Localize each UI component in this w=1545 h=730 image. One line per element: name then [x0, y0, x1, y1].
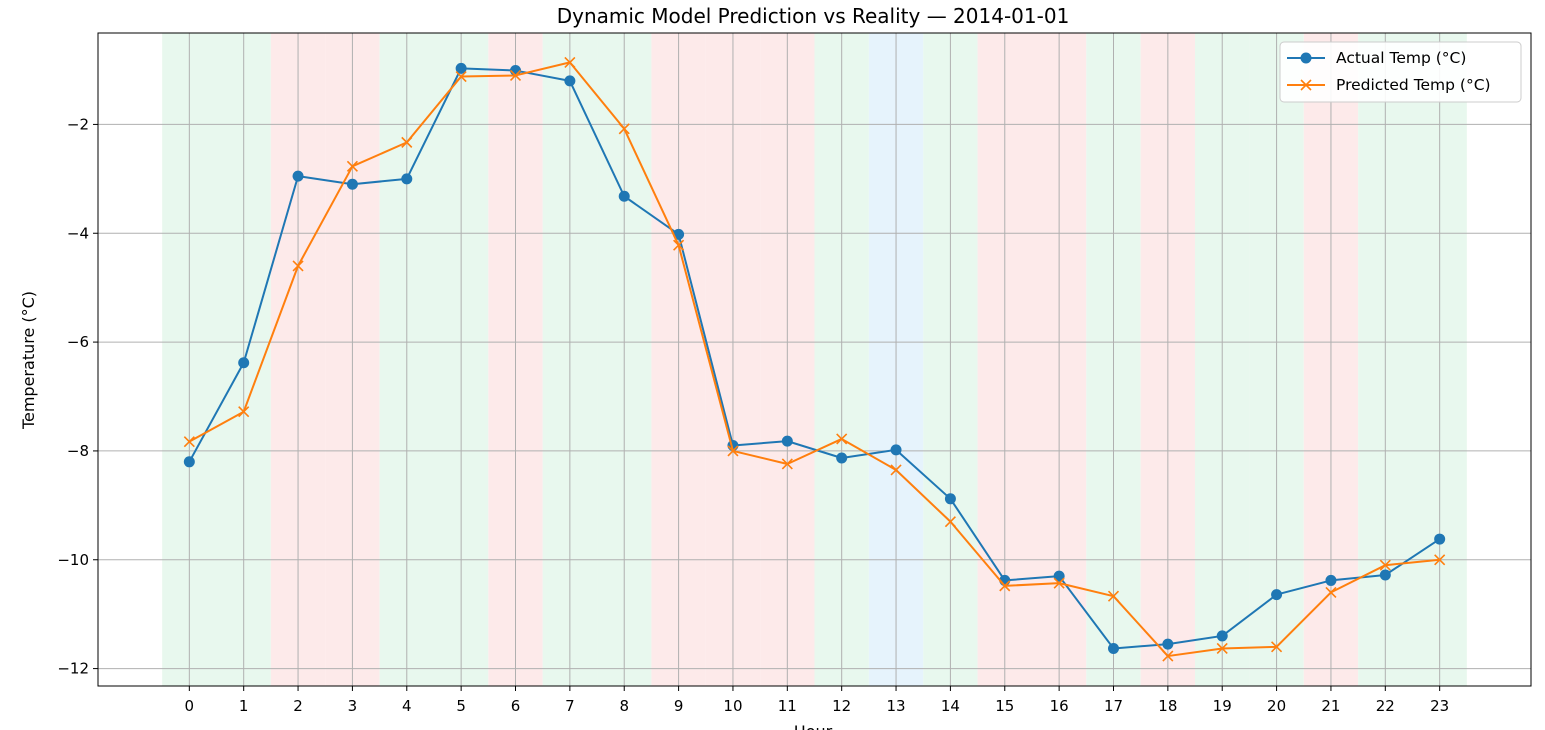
actual-temp-point [455, 62, 467, 74]
predicted-temp-point [1434, 554, 1446, 566]
predicted-temp-point [292, 260, 304, 272]
x-tick-label: 2 [293, 697, 303, 715]
predicted-temp-point [618, 123, 630, 135]
actual-temp-point [1271, 589, 1283, 601]
plot-area-frame [97, 32, 1532, 687]
x-tick-label: 8 [619, 697, 629, 715]
predicted-temp-point [346, 160, 358, 172]
predicted-temp-line [188, 61, 1440, 658]
legend-actual-label: Actual Temp (°C) [1336, 49, 1466, 67]
x-tick-label: 10 [723, 697, 742, 715]
predicted-temp-point [1162, 650, 1174, 662]
actual-temp-point [1434, 533, 1446, 545]
predicted-temp-point [238, 406, 250, 418]
x-tick-label: 12 [832, 697, 851, 715]
actual-temp-point [1216, 630, 1228, 642]
actual-temp-point [781, 435, 793, 447]
predicted-temp-point [183, 436, 195, 448]
predicted-temp-point [944, 516, 956, 528]
actual-temp-line [188, 67, 1441, 650]
predicted-temp-point [1216, 642, 1228, 655]
x-tick-label: 21 [1321, 697, 1340, 715]
predicted-temp-point [564, 56, 576, 68]
actual-temp-point [564, 75, 576, 87]
legend-box [1279, 41, 1522, 103]
y-axis-label: Temperature (°C) [19, 291, 38, 430]
actual-temp-point [944, 493, 956, 505]
y-tick-label: −6 [67, 333, 89, 351]
legend-actual-marker [1300, 52, 1312, 64]
predicted-temp-point [509, 69, 522, 82]
x-tick-label: 18 [1158, 697, 1177, 715]
legend-predicted-label: Predicted Temp (°C) [1336, 76, 1491, 94]
actual-temp-point [1162, 638, 1174, 650]
actual-temp-point [292, 170, 304, 182]
y-tick-label: −2 [67, 115, 89, 133]
x-tick-label: 13 [886, 697, 905, 715]
x-axis-ticks: 0 1 2 3 4 5 6 7 8 9 10 11 12 13 14 15 16 17 18 19 20 21 22 23 [185, 686, 1449, 715]
x-tick-label: 3 [348, 697, 358, 715]
x-tick-label: 16 [1050, 697, 1069, 715]
actual-temp-point [890, 444, 902, 456]
legend-predicted-marker [1300, 79, 1312, 91]
actual-temp-point [346, 178, 358, 190]
x-tick-label: 1 [239, 697, 249, 715]
x-tick-label: 15 [995, 697, 1014, 715]
background-bands [162, 33, 1467, 686]
y-axis-ticks: −12 −10 −8 −6 −4 −2 [57, 115, 98, 678]
x-tick-label: 17 [1104, 697, 1123, 715]
x-tick-label: 11 [778, 697, 797, 715]
x-tick-label: 0 [185, 697, 195, 715]
y-tick-label: −8 [67, 442, 89, 460]
predicted-temp-point [1325, 586, 1337, 598]
x-tick-label: 14 [941, 697, 960, 715]
actual-temp-point [1325, 574, 1337, 586]
x-tick-label: 5 [456, 697, 466, 715]
actual-temp-point [1107, 642, 1119, 654]
predicted-temp-point [836, 433, 848, 445]
actual-temp-point [1379, 569, 1391, 581]
y-tick-label: −10 [57, 551, 89, 569]
predicted-temp-point [673, 239, 685, 251]
actual-temp-point [836, 452, 848, 464]
actual-temp-point [238, 357, 250, 369]
x-tick-label: 4 [402, 697, 412, 715]
predicted-temp-point [1379, 559, 1391, 571]
predicted-temp-point [890, 464, 902, 476]
x-axis-label: Hour [794, 722, 833, 730]
predicted-temp-point [727, 445, 739, 457]
predicted-temp-point [781, 458, 793, 470]
x-tick-label: 9 [674, 697, 684, 715]
predicted-temp-point [1107, 590, 1120, 602]
x-tick-label: 6 [511, 697, 521, 715]
predicted-temp-point [1271, 641, 1283, 653]
x-tick-label: 7 [565, 697, 575, 715]
actual-temp-point [618, 190, 630, 202]
actual-temp-point [401, 173, 413, 185]
x-tick-label: 23 [1430, 697, 1449, 715]
legend: Actual Temp (°C) Predicted Temp (°C) [1279, 41, 1522, 103]
x-tick-label: 20 [1267, 697, 1286, 715]
actual-temp-point [183, 456, 195, 468]
chart-title: Dynamic Model Prediction vs Reality — 20… [557, 4, 1070, 28]
predicted-temp-point [1053, 577, 1065, 589]
x-tick-label: 22 [1376, 697, 1395, 715]
predicted-temp-point [999, 580, 1011, 592]
predicted-temp-point [455, 70, 467, 83]
x-tick-label: 19 [1213, 697, 1232, 715]
actual-temp-point [1053, 570, 1065, 582]
y-tick-label: −12 [57, 660, 89, 678]
series-layer [183, 56, 1446, 662]
y-tick-label: −4 [67, 224, 89, 242]
predicted-temp-point [401, 136, 413, 148]
